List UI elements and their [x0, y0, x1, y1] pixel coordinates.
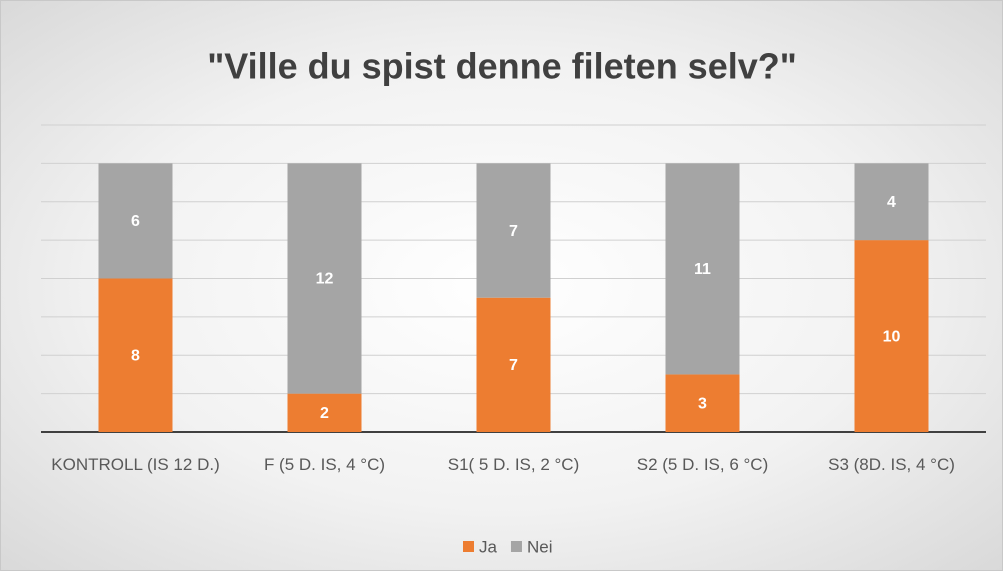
bar-segment	[476, 163, 551, 298]
data-label: 2	[320, 405, 329, 422]
bar-segment	[665, 163, 740, 375]
legend-label: Ja	[479, 537, 498, 556]
legend-swatch	[510, 541, 522, 552]
legend-label: Nei	[527, 537, 553, 556]
x-tick-label: S1( 5 D. IS, 2 °C)	[447, 455, 580, 474]
data-label: 12	[316, 271, 334, 288]
x-tick-label: S3 (8D. IS, 4 °C)	[828, 455, 955, 474]
x-tick-label: F (5 D. IS, 4 °C)	[263, 455, 386, 474]
x-tick-label: S2 (5 D. IS, 6 °C)	[636, 455, 769, 474]
x-tick-label: KONTROLL (IS 12 D.)	[51, 455, 220, 474]
bar-segment	[665, 374, 740, 432]
bar-segment	[98, 163, 173, 279]
data-label: 7	[509, 223, 518, 240]
bar-segment	[287, 163, 362, 394]
chart-title: "Ville du spist denne fileten selv?"	[207, 46, 797, 87]
bar-segment	[98, 278, 173, 432]
data-label: 8	[131, 347, 140, 364]
data-label: 10	[883, 328, 901, 345]
data-label: 7	[509, 357, 518, 374]
bar-segment	[854, 163, 929, 241]
bar-segment	[287, 393, 362, 432]
bar-segment	[854, 240, 929, 432]
legend-swatch	[463, 541, 474, 552]
bar-segment	[476, 297, 551, 432]
data-label: 3	[698, 395, 707, 412]
data-label: 4	[887, 194, 896, 211]
data-label: 6	[131, 213, 140, 230]
data-label: 11	[694, 261, 711, 278]
